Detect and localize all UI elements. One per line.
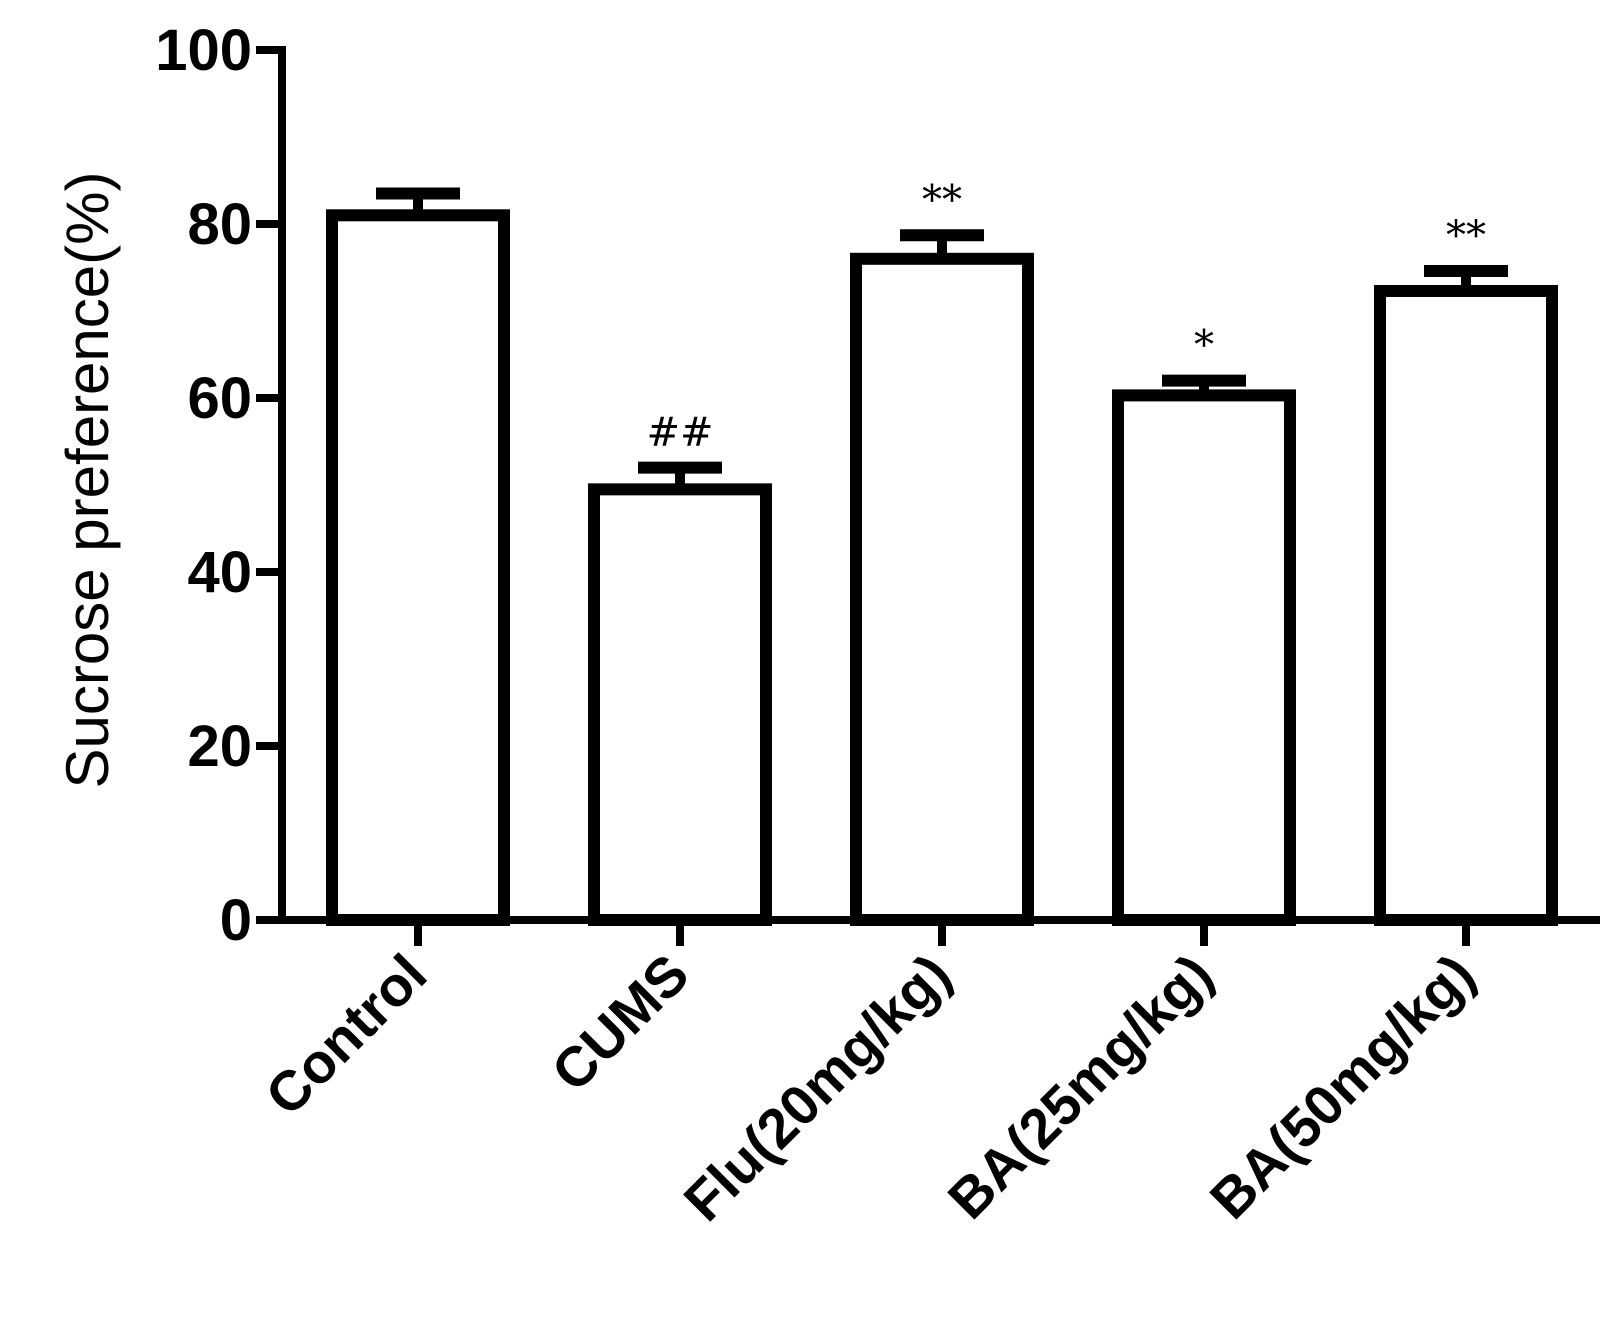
- bar-3: [1112, 389, 1296, 926]
- significance-label-1: ##: [646, 410, 713, 456]
- y-tick-label-1: 20: [187, 714, 252, 779]
- significance-label-2: **: [922, 177, 962, 223]
- y-tick-label-0: 0: [220, 888, 252, 953]
- significance-label-3: *: [1194, 323, 1214, 369]
- x-tick-label-2: Flu(20mg/kg): [672, 942, 963, 1233]
- x-tick-label-0: Control: [253, 942, 438, 1127]
- y-axis-title: Sucrose preference(%): [54, 172, 121, 789]
- bar-0: [326, 209, 510, 927]
- bar-4: [1374, 284, 1558, 926]
- bar-2: [850, 252, 1034, 926]
- x-tick-label-1: CUMS: [539, 942, 700, 1103]
- y-tick-label-3: 60: [187, 366, 252, 431]
- bar-1: [588, 483, 772, 926]
- significance-label-4: **: [1446, 213, 1486, 259]
- x-tick-label-3: BA(25mg/kg): [936, 942, 1225, 1231]
- y-tick-label-2: 40: [187, 540, 252, 605]
- x-tick-label-4: BA(50mg/kg): [1198, 942, 1487, 1231]
- y-tick-label-5: 100: [155, 18, 252, 83]
- y-tick-label-4: 80: [187, 192, 252, 257]
